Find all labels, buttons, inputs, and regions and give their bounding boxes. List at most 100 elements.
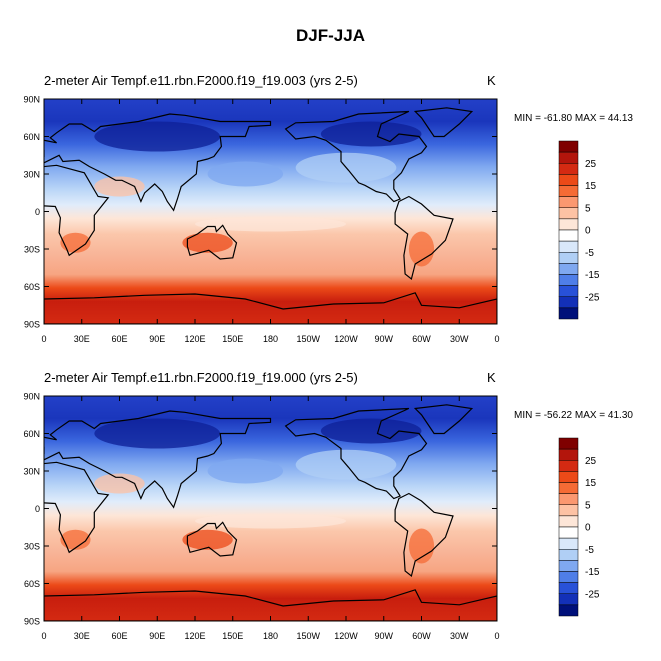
lat-label: 0 <box>35 504 40 514</box>
coastline-europe-asia <box>44 410 272 509</box>
coastline-n-america <box>284 407 428 500</box>
panel-2-stats: MIN = -56.22 MAX = 41.30 <box>514 410 633 421</box>
lon-label: 120E <box>184 334 205 344</box>
lat-label: 0 <box>35 207 40 217</box>
lon-label: 0 <box>41 631 46 641</box>
colorbar-label: -25 <box>585 589 600 600</box>
colorbar-label: -15 <box>585 567 600 578</box>
lon-label: 90E <box>149 334 165 344</box>
lat-label: 90N <box>23 95 40 105</box>
contour-region <box>195 216 346 232</box>
lon-label: 30E <box>74 334 90 344</box>
coastline-antarctica <box>44 589 497 621</box>
lat-label: 90S <box>24 320 40 330</box>
colorbar-cell <box>558 604 579 617</box>
contour-region <box>408 528 435 564</box>
lat-label: 30N <box>23 467 40 477</box>
lat-label: 60S <box>24 282 40 292</box>
colorbar-label: 0 <box>585 226 591 237</box>
lon-label: 180 <box>263 631 278 641</box>
lon-label: 120W <box>334 631 358 641</box>
contour-region <box>320 121 422 147</box>
lat-label: 90N <box>23 392 40 402</box>
lon-label: 120E <box>184 631 205 641</box>
colorbar-label: 25 <box>585 456 597 467</box>
colorbar-cell <box>558 482 579 494</box>
lon-label: 150E <box>222 631 243 641</box>
lon-label: 150E <box>222 334 243 344</box>
lon-label: 90W <box>374 334 393 344</box>
lat-label: 30S <box>24 542 40 552</box>
colorbar-label: -25 <box>585 292 600 303</box>
panel-1-stats: MIN = -61.80 MAX = 44.13 <box>514 113 633 124</box>
lat-label: 60S <box>24 579 40 589</box>
lon-label: 60E <box>111 631 127 641</box>
lat-label: 90S <box>24 617 40 627</box>
map-field <box>44 99 497 324</box>
colorbar-cell <box>558 448 579 461</box>
coastline-greenland <box>413 107 474 138</box>
lon-label: 0 <box>41 334 46 344</box>
colorbar-label: 15 <box>585 478 597 489</box>
lat-label: 30N <box>23 170 40 180</box>
coastline-europe-asia <box>44 113 272 212</box>
colorbar-label: 0 <box>585 523 591 534</box>
colorbar-label: -5 <box>585 545 594 556</box>
contour-region <box>94 418 221 449</box>
lon-label: 180 <box>263 334 278 344</box>
colorbar-cell <box>558 582 579 594</box>
lon-label: 0 <box>494 334 499 344</box>
colorbar-label: 5 <box>585 500 591 511</box>
colorbar-cell <box>558 437 579 450</box>
contour-region <box>60 529 91 550</box>
coastline-s-america <box>394 492 454 578</box>
coastline-africa <box>44 164 110 257</box>
lon-label: 30W <box>450 631 469 641</box>
map-field <box>44 396 497 621</box>
lon-label: 90E <box>149 631 165 641</box>
colorbar-label: 5 <box>585 203 591 214</box>
colorbar-cell <box>558 307 579 320</box>
colorbar-cell <box>558 560 579 572</box>
panel-2-units: K <box>487 370 496 385</box>
contour-region <box>320 418 422 444</box>
coastline-greenland <box>413 404 474 435</box>
lon-label: 60W <box>412 631 431 641</box>
lon-label: 30E <box>74 631 90 641</box>
contour-region <box>182 529 233 550</box>
contour-region <box>195 513 346 529</box>
colorbar-cell <box>558 460 579 472</box>
panel-1-units: K <box>487 73 496 88</box>
coastline-s-america <box>394 195 454 281</box>
lon-label: 90W <box>374 631 393 641</box>
colorbar-cell <box>558 504 579 517</box>
colorbar-cell <box>558 526 579 539</box>
lon-label: 150W <box>296 334 320 344</box>
lon-label: 150W <box>296 631 320 641</box>
colorbar-label: 25 <box>585 159 597 170</box>
lat-label: 60N <box>23 132 40 142</box>
figure-title: DJF-JJA <box>296 26 365 45</box>
lat-label: 60N <box>23 429 40 439</box>
coastline-africa <box>44 461 110 554</box>
coastline-antarctica <box>44 292 497 324</box>
lon-label: 60E <box>111 334 127 344</box>
colorbar-label: -15 <box>585 270 600 281</box>
colorbar-label: 15 <box>585 181 597 192</box>
contour-region <box>94 121 221 152</box>
colorbar-cell <box>558 571 579 583</box>
colorbar-cell <box>558 493 579 505</box>
lon-label: 120W <box>334 334 358 344</box>
lat-label: 30S <box>24 245 40 255</box>
contour-region <box>408 231 435 267</box>
lon-label: 30W <box>450 334 469 344</box>
panel-2-title: 2-meter Air Tempf.e11.rbn.F2000.f19_f19.… <box>44 370 358 385</box>
colorbar-cell <box>558 537 579 550</box>
colorbar-cell <box>558 471 579 483</box>
colorbar-cell <box>558 515 579 528</box>
colorbar-cell <box>558 549 579 561</box>
colorbar-cell <box>558 593 579 606</box>
coastline-australia <box>186 224 238 260</box>
contour-region <box>207 458 284 484</box>
